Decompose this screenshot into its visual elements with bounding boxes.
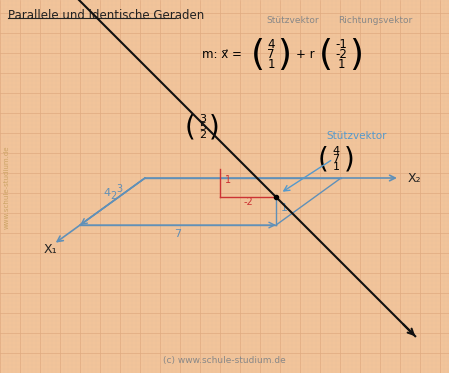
Text: Stützvektor: Stützvektor (326, 131, 387, 141)
Text: (: ( (317, 145, 328, 173)
Text: X₂: X₂ (407, 172, 421, 185)
Text: 7: 7 (332, 154, 339, 164)
Text: (c) www.schule-studium.de: (c) www.schule-studium.de (163, 356, 286, 365)
Text: (: ( (319, 38, 333, 72)
Text: ): ) (343, 145, 354, 173)
Text: 7: 7 (267, 48, 275, 62)
Text: 4: 4 (267, 38, 275, 51)
Text: 1: 1 (281, 203, 288, 213)
Text: ): ) (277, 38, 291, 72)
Text: -2: -2 (243, 197, 253, 207)
Text: ): ) (349, 38, 363, 72)
Text: 1: 1 (225, 175, 231, 185)
Text: 4: 4 (103, 188, 110, 198)
Text: 3: 3 (199, 114, 206, 124)
Text: m: x⃗ =: m: x⃗ = (202, 48, 242, 62)
Text: www.schule-studium.de: www.schule-studium.de (4, 145, 10, 229)
Text: X₁: X₁ (44, 243, 57, 256)
Text: 5: 5 (199, 122, 206, 132)
Text: (: ( (185, 113, 196, 141)
Text: 2: 2 (110, 191, 117, 201)
Text: (: ( (251, 38, 265, 72)
Text: ): ) (209, 113, 220, 141)
Text: 4: 4 (332, 146, 339, 156)
Text: 1: 1 (267, 59, 275, 72)
Text: 7: 7 (175, 229, 181, 239)
Text: -2: -2 (335, 48, 347, 62)
Text: 2: 2 (199, 130, 206, 140)
Text: 1: 1 (333, 162, 339, 172)
Text: + r: + r (296, 48, 315, 62)
Text: 3: 3 (117, 184, 123, 194)
Text: Stützvektor: Stützvektor (267, 16, 319, 25)
Text: 1: 1 (337, 59, 345, 72)
Text: Richtungsvektor: Richtungsvektor (338, 16, 412, 25)
Text: -1: -1 (335, 38, 347, 51)
Text: Parallele und identische Geraden: Parallele und identische Geraden (8, 9, 204, 22)
